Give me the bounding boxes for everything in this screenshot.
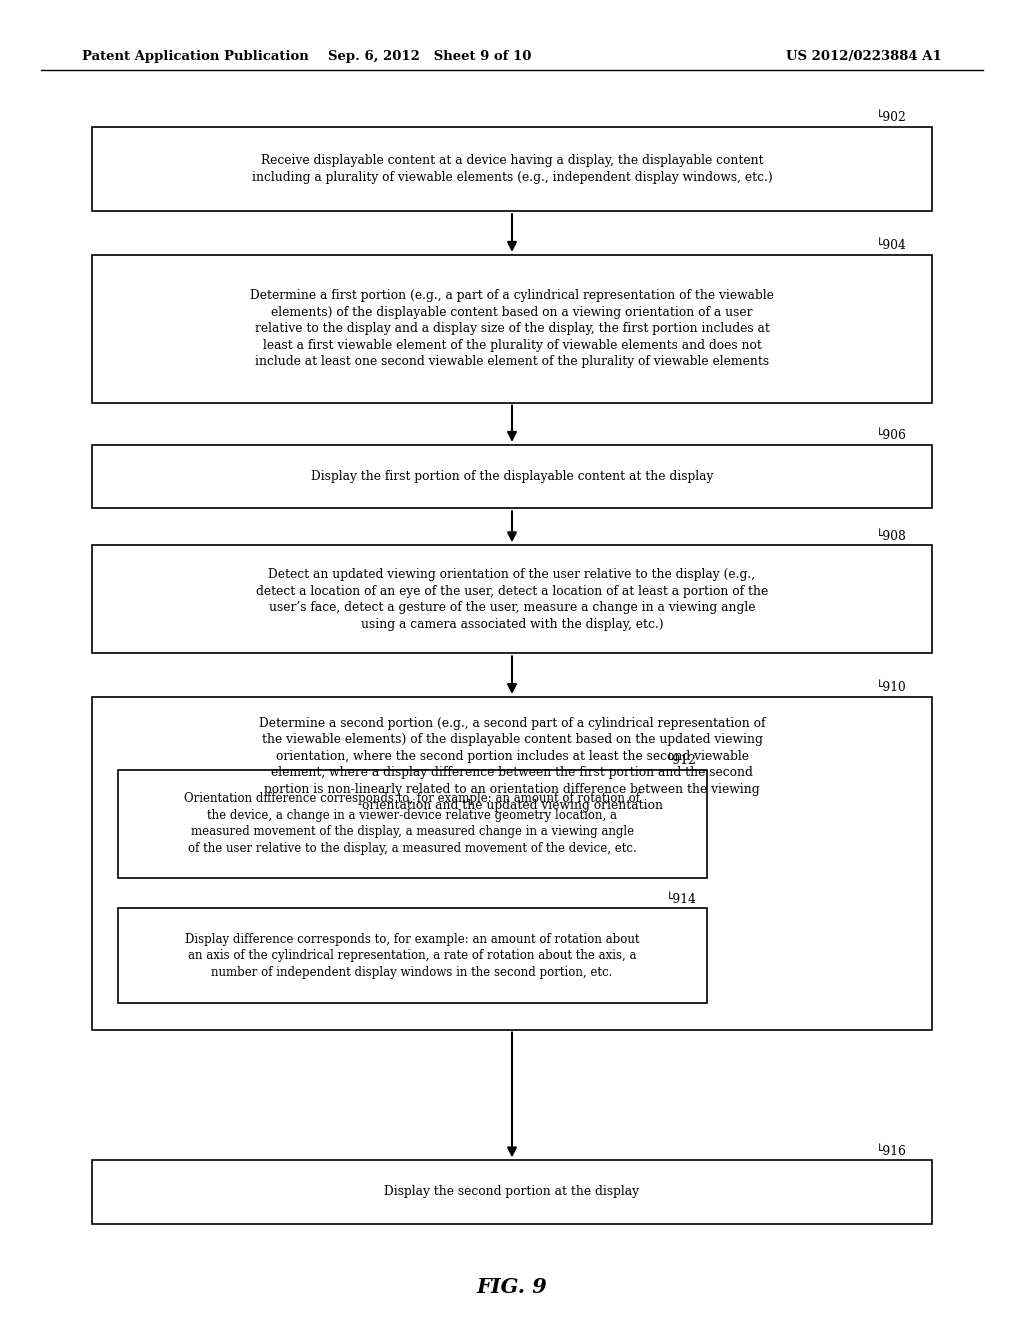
Text: Display difference corresponds to, for example: an amount of rotation about
an a: Display difference corresponds to, for e… — [185, 933, 639, 978]
Text: └908: └908 — [876, 529, 906, 543]
Text: └910: └910 — [876, 681, 906, 694]
FancyBboxPatch shape — [118, 770, 707, 878]
Text: Receive displayable content at a device having a display, the displayable conten: Receive displayable content at a device … — [252, 154, 772, 183]
Text: Determine a second portion (e.g., a second part of a cylindrical representation : Determine a second portion (e.g., a seco… — [259, 717, 765, 812]
FancyBboxPatch shape — [92, 445, 932, 508]
FancyBboxPatch shape — [92, 545, 932, 653]
Text: Display the second portion at the display: Display the second portion at the displa… — [384, 1185, 640, 1199]
Text: └904: └904 — [876, 239, 906, 252]
Text: └902: └902 — [876, 111, 906, 124]
Text: FIG. 9: FIG. 9 — [476, 1276, 548, 1298]
FancyBboxPatch shape — [92, 255, 932, 403]
Text: US 2012/0223884 A1: US 2012/0223884 A1 — [786, 50, 942, 63]
Text: └916: └916 — [876, 1144, 906, 1158]
FancyBboxPatch shape — [92, 127, 932, 211]
Text: Sep. 6, 2012   Sheet 9 of 10: Sep. 6, 2012 Sheet 9 of 10 — [329, 50, 531, 63]
Text: └914: └914 — [666, 892, 696, 906]
Text: Orientation difference corresponds to, for example: an amount of rotation of
the: Orientation difference corresponds to, f… — [184, 792, 640, 855]
Text: └906: └906 — [876, 429, 906, 442]
Text: Patent Application Publication: Patent Application Publication — [82, 50, 308, 63]
Text: Display the first portion of the displayable content at the display: Display the first portion of the display… — [311, 470, 713, 483]
FancyBboxPatch shape — [92, 1160, 932, 1224]
FancyBboxPatch shape — [118, 908, 707, 1003]
Text: └912: └912 — [666, 754, 696, 767]
Text: Determine a first portion (e.g., a part of a cylindrical representation of the v: Determine a first portion (e.g., a part … — [250, 289, 774, 368]
Text: Detect an updated viewing orientation of the user relative to the display (e.g.,: Detect an updated viewing orientation of… — [256, 568, 768, 631]
FancyBboxPatch shape — [92, 697, 932, 1030]
